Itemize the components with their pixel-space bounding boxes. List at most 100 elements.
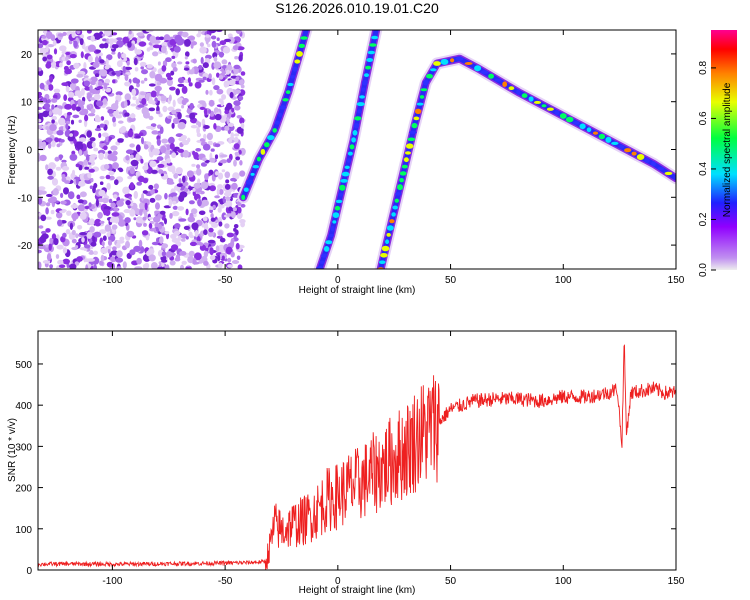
track-blob <box>369 43 377 47</box>
track-blob <box>419 95 425 99</box>
noise-speck <box>238 149 242 155</box>
noise-speck <box>67 135 76 142</box>
snr-frame <box>37 330 677 571</box>
track-blob <box>356 102 365 107</box>
noise-speck <box>45 202 51 207</box>
track-blob <box>330 225 335 232</box>
noise-speck <box>93 182 98 189</box>
noise-speck <box>222 65 227 69</box>
noise-speck <box>99 123 105 128</box>
noise-speck <box>47 168 53 175</box>
noise-speck <box>92 256 100 265</box>
track-blob <box>294 59 301 64</box>
noise-speck <box>129 167 135 175</box>
noise-speck <box>66 210 72 216</box>
noise-speck <box>181 31 189 38</box>
noise-speck <box>240 122 245 129</box>
noise-speck <box>234 151 240 156</box>
track-blob <box>598 133 606 140</box>
track-blob <box>605 136 612 143</box>
noise-speck <box>190 125 198 129</box>
noise-speck <box>135 144 141 153</box>
noise-speck <box>73 130 78 137</box>
track-blob <box>332 220 337 224</box>
noise-speck <box>83 61 87 70</box>
noise-speck <box>218 230 223 237</box>
noise-speck <box>169 39 177 46</box>
noise-speck <box>90 35 95 42</box>
noise-speck <box>52 94 58 99</box>
noise-speck <box>166 181 175 185</box>
noise-speck <box>49 264 53 269</box>
track-blob <box>246 179 253 185</box>
noise-speck <box>203 133 207 140</box>
noise-speck <box>124 74 129 81</box>
noise-speck <box>175 88 180 96</box>
noise-speck <box>86 231 93 239</box>
snr-xtick-label: -100 <box>102 576 122 587</box>
noise-speck <box>216 187 220 196</box>
noise-speck <box>177 112 182 120</box>
track-blob <box>361 87 366 92</box>
noise-speck <box>111 103 119 111</box>
noise-speck <box>218 75 224 80</box>
track-blob <box>455 56 464 61</box>
track-blob <box>554 110 560 116</box>
track-blob <box>394 198 399 203</box>
spectrogram-xtick-label: 50 <box>445 275 457 286</box>
noise-speck <box>57 219 63 227</box>
noise-speck <box>213 56 218 62</box>
noise-speck <box>122 261 127 269</box>
noise-speck <box>47 175 54 180</box>
noise-speck <box>202 76 207 81</box>
noise-speck <box>115 91 123 96</box>
snr-xtick-label: 150 <box>668 576 685 587</box>
noise-speck <box>45 216 52 220</box>
noise-speck <box>55 254 60 259</box>
noise-speck <box>224 171 231 179</box>
noise-speck <box>112 116 116 123</box>
noise-speck <box>232 207 237 212</box>
noise-speck <box>90 80 96 86</box>
noise-speck <box>165 251 173 258</box>
noise-speck <box>78 137 87 142</box>
noise-speck <box>233 89 242 94</box>
noise-speck <box>161 65 167 72</box>
noise-speck <box>159 210 166 215</box>
noise-speck <box>204 108 208 116</box>
noise-speck <box>71 212 79 220</box>
track-blob <box>323 246 330 252</box>
noise-speck <box>152 51 159 57</box>
noise-speck <box>226 232 234 238</box>
noise-speck <box>112 162 119 170</box>
noise-speck <box>149 160 157 168</box>
track-blob <box>521 93 528 98</box>
track-blob <box>367 50 375 55</box>
noise-speck <box>84 205 90 210</box>
noise-speck <box>148 223 153 229</box>
noise-speck <box>221 59 228 65</box>
noise-speck <box>41 35 47 39</box>
noise-speck <box>56 211 63 219</box>
noise-speck <box>218 221 223 227</box>
noise-speck <box>94 128 102 132</box>
noise-speck <box>198 30 202 35</box>
track-blob <box>422 79 429 86</box>
noise-speck <box>157 163 165 168</box>
noise-speck <box>56 244 64 250</box>
track-blob <box>480 70 489 75</box>
noise-speck <box>134 67 139 72</box>
noise-speck <box>41 233 49 240</box>
noise-speck <box>159 126 164 134</box>
noise-speck <box>168 115 173 119</box>
noise-speck <box>49 196 57 203</box>
noise-speck <box>53 48 58 55</box>
noise-speck <box>170 233 177 240</box>
noise-speck <box>143 222 147 227</box>
noise-speck <box>175 167 183 175</box>
noise-speck <box>160 173 164 177</box>
noise-speck <box>151 130 159 135</box>
snr-ytick-label: 300 <box>15 442 32 453</box>
noise-speck <box>115 242 121 249</box>
noise-speck <box>174 34 183 43</box>
